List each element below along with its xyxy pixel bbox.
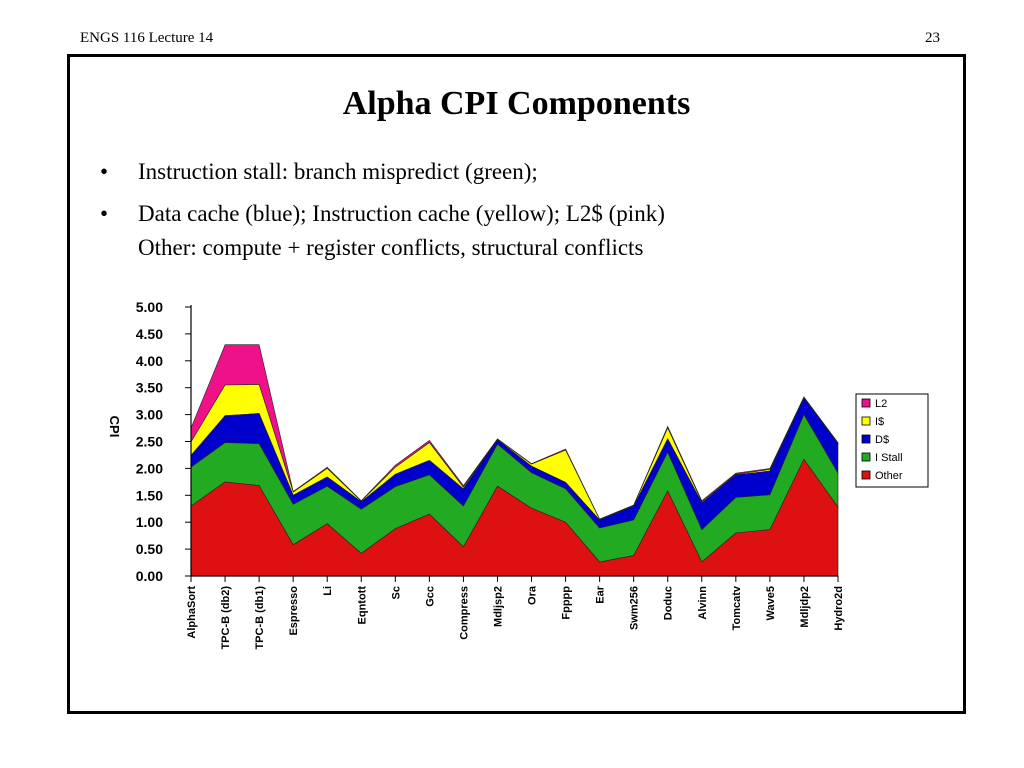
bullet-dot: • xyxy=(100,159,109,184)
bullet-text: Data cache (blue); Instruction cache (ye… xyxy=(138,201,665,226)
slide-title: Alpha CPI Components xyxy=(342,85,691,122)
course-header: ENGS 116 Lecture 14 xyxy=(80,30,214,46)
y-tick-label: 4.00 xyxy=(136,353,163,369)
cpi-stacked-area-chart: 0.00 0.50 1.00 1.50 2.00 2.50 3.00 3.50 4.00 4.50… xyxy=(107,299,929,650)
x-tick-label: Compress xyxy=(458,586,470,640)
x-tick-label: Ear xyxy=(595,585,607,603)
x-tick-label: Ora xyxy=(527,585,539,605)
x-tick-label: Tomcatv xyxy=(731,585,743,630)
y-tick-label: 0.00 xyxy=(136,568,163,584)
legend-swatch xyxy=(861,398,871,408)
x-tick-label: Mdljsp2 xyxy=(492,586,504,627)
x-tick-label: Wave5 xyxy=(765,586,777,620)
legend-swatch xyxy=(861,452,871,462)
x-tick-label: AlphaSort xyxy=(186,586,198,639)
page-number: 23 xyxy=(925,30,940,46)
legend-label: D$ xyxy=(875,434,889,446)
y-tick-label: 3.50 xyxy=(136,380,163,396)
legend-label: I$ xyxy=(875,416,884,428)
legend-swatch xyxy=(861,470,871,480)
legend-label: L2 xyxy=(875,398,887,410)
y-tick-label: 1.00 xyxy=(136,514,163,530)
x-tick-label: Li xyxy=(322,586,334,596)
y-tick-label: 5.00 xyxy=(136,299,163,315)
x-tick-label: Espresso xyxy=(288,586,300,636)
legend-label: Other xyxy=(875,470,903,482)
x-tick-label: Fpppp xyxy=(561,586,573,620)
x-tick-label: Hydro2d xyxy=(833,586,845,631)
bullet-text: Instruction stall: branch mispredict (gr… xyxy=(138,159,538,184)
y-tick-label: 4.50 xyxy=(136,326,163,342)
y-tick-label: 3.00 xyxy=(136,407,163,423)
y-tick-label: 1.50 xyxy=(136,487,163,503)
y-tick-label: 2.00 xyxy=(136,460,163,476)
x-tick-label: Alvinn xyxy=(697,586,709,620)
x-tick-label: TPC-B (db1) xyxy=(254,586,266,650)
x-tick-label: Eqntott xyxy=(356,586,368,625)
y-axis-label: CPI xyxy=(107,416,122,438)
x-tick-label: TPC-B (db2) xyxy=(220,586,232,650)
x-tick-label: Gcc xyxy=(424,586,436,607)
x-tick-label: Sc xyxy=(390,586,402,599)
x-tick-label: Swm256 xyxy=(629,586,641,630)
bullet-continuation: Other: compute + register conflicts, str… xyxy=(138,235,644,260)
legend-label: I Stall xyxy=(875,452,903,464)
y-tick-label: 0.50 xyxy=(136,541,163,557)
bullet-dot: • xyxy=(100,201,109,226)
x-tick-label: Mdljdp2 xyxy=(799,586,811,628)
x-tick-label: Doduc xyxy=(663,586,675,620)
y-tick-label: 2.50 xyxy=(136,434,163,450)
legend-swatch xyxy=(861,434,871,444)
legend-swatch xyxy=(861,416,871,426)
slide-frame: Alpha CPI Components • Instruction stall… xyxy=(67,54,966,714)
